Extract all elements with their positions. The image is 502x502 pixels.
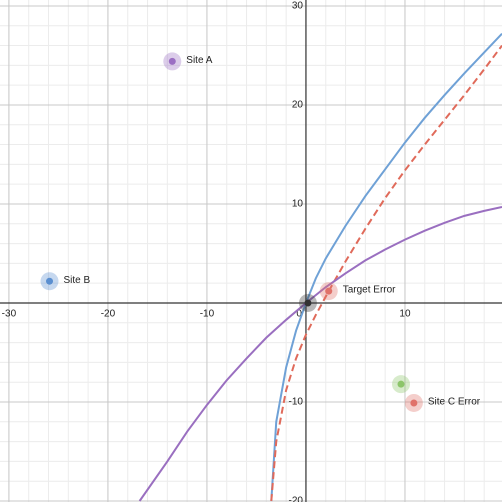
point [304, 299, 312, 307]
point [397, 380, 405, 388]
x-tick-label: -30 [2, 309, 17, 320]
y-tick-label: -20 [288, 496, 303, 502]
point [325, 287, 333, 295]
x-tick-label: -10 [200, 309, 215, 320]
y-tick-label: 30 [292, 1, 304, 12]
curve [270, 32, 502, 502]
x-tick-label: 0 [296, 309, 302, 320]
x-tick-label: -20 [101, 309, 116, 320]
point [168, 57, 176, 65]
point-label: Site C Error [428, 397, 481, 408]
curve [270, 44, 502, 502]
point-label: Target Error [343, 285, 396, 296]
y-tick-label: 20 [292, 100, 304, 111]
y-tick-label: -10 [288, 397, 303, 408]
point [46, 277, 54, 285]
curve [138, 205, 502, 502]
x-tick-label: 10 [399, 309, 411, 320]
point [410, 399, 418, 407]
point-label: Site A [186, 55, 212, 66]
y-tick-label: 10 [292, 199, 304, 210]
point-label: Site B [64, 275, 91, 286]
